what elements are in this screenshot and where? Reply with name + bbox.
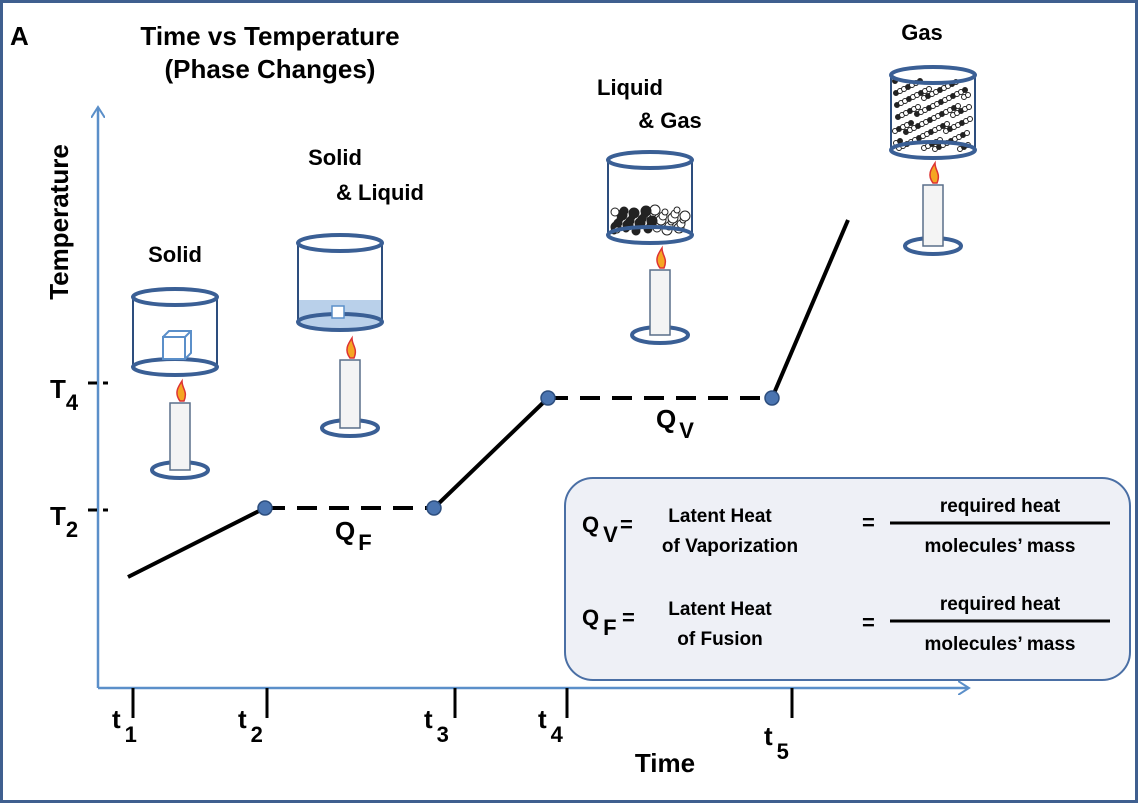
formula-box — [564, 477, 1131, 681]
svg-text:molecules’ mass: molecules’ mass — [924, 634, 1075, 655]
svg-text:Latent Heat: Latent Heat — [668, 599, 772, 620]
panel-label: A — [10, 21, 29, 51]
candle — [150, 378, 210, 480]
illustrations — [131, 65, 977, 480]
svg-text:=: = — [622, 605, 635, 630]
svg-text:required heat: required heat — [940, 496, 1061, 517]
svg-text:of Fusion: of Fusion — [677, 629, 762, 650]
x-tick-label: t4 — [538, 704, 564, 747]
svg-text:QV: QV — [582, 512, 618, 547]
beaker — [296, 233, 384, 332]
phase-label: & Liquid — [336, 180, 424, 205]
phase-label: Solid — [148, 242, 202, 267]
phase-label: Liquid — [597, 75, 663, 100]
beaker — [606, 150, 694, 245]
candle — [903, 160, 963, 256]
y-axis-label: Temperature — [44, 144, 74, 300]
x-tick-label: t1 — [112, 704, 137, 747]
phase-label: Solid — [308, 145, 362, 170]
candle — [320, 335, 380, 438]
svg-text:of Vaporization: of Vaporization — [662, 536, 798, 557]
y-tick-label: T2 — [50, 501, 78, 542]
title: Time vs Temperature — [140, 21, 399, 51]
y-tick-label: T4 — [50, 374, 79, 415]
x-tick-label: t3 — [424, 704, 449, 747]
phase-label: Gas — [901, 20, 943, 45]
x-tick-label: t5 — [764, 721, 789, 764]
title: (Phase Changes) — [165, 54, 376, 84]
points — [257, 390, 780, 516]
phase-label: & Gas — [638, 108, 702, 133]
x-axis-label: Time — [635, 748, 695, 778]
svg-text:required heat: required heat — [940, 594, 1061, 615]
svg-text:Latent Heat: Latent Heat — [668, 506, 772, 527]
svg-text:=: = — [862, 510, 875, 535]
svg-text:=: = — [862, 610, 875, 635]
svg-text:=: = — [620, 512, 633, 537]
heating-curve — [127, 219, 850, 579]
beaker — [889, 65, 977, 160]
candle — [630, 245, 690, 345]
x-tick-label: t2 — [238, 704, 263, 747]
svg-text:molecules’ mass: molecules’ mass — [924, 536, 1075, 557]
beaker — [131, 287, 219, 377]
svg-text:QF: QF — [582, 605, 617, 640]
